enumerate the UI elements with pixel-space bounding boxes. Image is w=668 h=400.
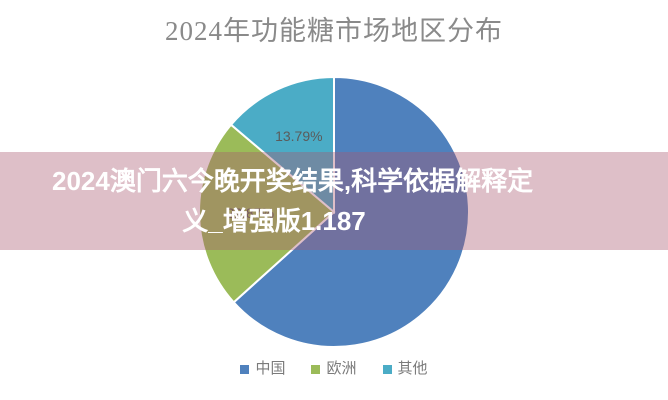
page-title: 2024年功能糖市场地区分布 (165, 16, 503, 46)
pie-slice-1[interactable] (198, 123, 336, 304)
pie-chart-svg: 22.87% 13.79% (198, 76, 470, 348)
legend-item-china[interactable]: 中国 (240, 362, 285, 377)
legend-label-other: 其他 (397, 361, 428, 377)
legend-item-europe[interactable]: 欧洲 (311, 361, 357, 377)
legend-swatch-china (240, 365, 250, 374)
pie-slice-label-1: 22.87% (227, 205, 274, 221)
pie-slice-0[interactable] (232, 76, 470, 348)
legend-label-china: 中国 (255, 361, 286, 377)
legend-item-other[interactable]: 其他 (382, 361, 428, 377)
pie-slice-labels: 22.87% 13.79% (227, 128, 323, 221)
legend-swatch-europe (311, 365, 321, 374)
pie-slices (198, 76, 470, 348)
legend-swatch-other (382, 365, 392, 374)
watermark-text-line-1: 2024澳门六今晚开奖结果,科学依据解释定 (52, 166, 534, 196)
legend-label-europe: 欧洲 (326, 361, 357, 377)
chart-legend: 中国 欧洲 其他 (0, 362, 668, 377)
watermark-text-line-2: 义_增强版1.187 (182, 206, 366, 236)
watermark-overlay: 2024澳门六今晚开奖结果,科学依据解释定 义_增强版1.187 (0, 152, 668, 250)
pie-slice-label-2: 13.79% (275, 128, 322, 144)
pie-chart: 22.87% 13.79% (192, 76, 476, 348)
pie-slice-2[interactable] (229, 76, 335, 215)
